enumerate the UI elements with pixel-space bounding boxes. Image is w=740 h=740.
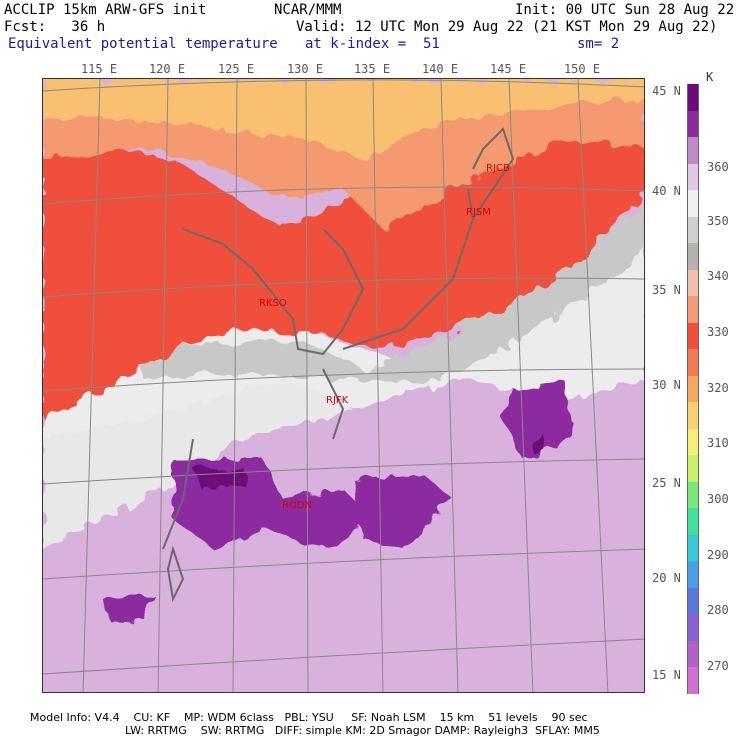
colorbar-swatch [687, 349, 699, 376]
level-label: at k-index = 51 [305, 36, 440, 52]
station-label: RKSO [259, 298, 287, 309]
colorbar-swatch [687, 587, 699, 615]
colorbar-swatch [687, 534, 699, 562]
lon-label: 135 E [353, 62, 391, 76]
colorbar-swatch [687, 640, 699, 668]
colorbar-swatch [687, 402, 699, 429]
lon-label: 150 E [563, 62, 601, 76]
init-time: Init: 00 UTC Sun 28 Aug 22 [515, 2, 735, 18]
theta-e-field [43, 79, 644, 692]
colorbar-swatch [687, 190, 699, 217]
colorbar-swatch [687, 296, 699, 323]
valid-time: Valid: 12 UTC Mon 29 Aug 22 (21 KST Mon … [296, 19, 718, 35]
lon-label: 115 E [80, 62, 118, 76]
graticule [43, 79, 644, 692]
lat-label: 15 N [652, 668, 681, 682]
model-info: Model Info: V4.4 CU: KF MP: WDM 6class P… [30, 711, 588, 724]
org-label: NCAR/MMM [274, 2, 342, 18]
colorbar-swatch [687, 163, 699, 191]
lon-label: 145 E [489, 62, 527, 76]
colorbar-swatch [687, 216, 699, 244]
colorbar-swatch [687, 614, 699, 641]
smoothing-label: sm= 2 [577, 36, 620, 52]
model-title: ACCLIP 15km ARW-GFS init [4, 2, 207, 18]
map-panel: RJCB RJSM RKSO RJFK RODN [42, 78, 645, 693]
colorbar-swatch [687, 110, 699, 138]
colorbar-swatch [687, 243, 699, 270]
lon-label: 120 E [148, 62, 186, 76]
colorbar-swatch [687, 375, 699, 403]
lat-label: 45 N [652, 84, 681, 98]
colorbar-tick: 330 [707, 325, 729, 339]
lon-label: 125 E [217, 62, 255, 76]
field-name: Equivalent potential temperature [8, 36, 278, 52]
colorbar-tick: 350 [707, 214, 729, 228]
colorbar-swatch [687, 269, 699, 297]
station-label: RODN [282, 500, 312, 511]
colorbar-tick: 300 [707, 492, 729, 506]
lon-label: 140 E [421, 62, 459, 76]
colorbar-swatch [687, 508, 699, 535]
colorbar-swatch [687, 561, 699, 588]
colorbar-tick: 270 [707, 659, 729, 673]
colorbar-tick: 340 [707, 269, 729, 283]
lon-label: 130 E [286, 62, 324, 76]
lat-label: 20 N [652, 571, 681, 585]
forecast-hour: Fcst: 36 h [4, 19, 106, 35]
colorbar-swatch [687, 322, 699, 350]
lat-label: 30 N [652, 378, 681, 392]
colorbar-swatch [687, 428, 699, 456]
physics-info: LW: RRTMG SW: RRTMG DIFF: simple KM: 2D … [125, 724, 600, 737]
station-label: RJSM [466, 207, 491, 218]
colorbar-unit: K [706, 70, 714, 84]
colorbar-tick: 290 [707, 548, 729, 562]
colorbar-tick: 280 [707, 603, 729, 617]
colorbar-swatch [687, 84, 699, 111]
colorbar-swatch [687, 455, 699, 482]
coastlines [162, 127, 515, 603]
colorbar-swatch [687, 137, 699, 164]
colorbar-tick: 320 [707, 381, 729, 395]
colorbar-swatch [687, 667, 699, 694]
colorbar-swatch [687, 481, 699, 509]
colorbar-tick: 360 [707, 160, 729, 174]
lat-label: 40 N [652, 184, 681, 198]
lat-label: 35 N [652, 283, 681, 297]
colorbar [687, 84, 699, 694]
station-label: RJCB [486, 163, 510, 174]
lat-label: 25 N [652, 476, 681, 490]
station-label: RJFK [326, 395, 349, 406]
colorbar-tick: 310 [707, 436, 729, 450]
